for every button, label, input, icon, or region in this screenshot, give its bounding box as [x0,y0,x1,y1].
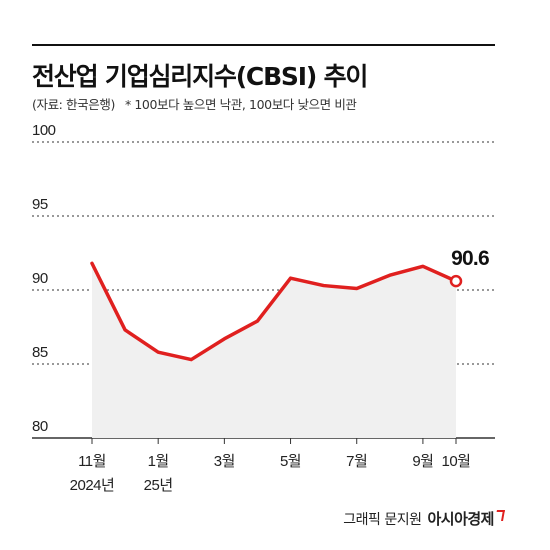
area-fill [92,263,456,438]
y-tick-label: 100 [32,122,56,139]
x-tick-label: 5월 [280,453,301,470]
note-label: * 100보다 높으면 낙관, 100보다 낮으면 비관 [124,97,357,112]
x-tick-label: 9월 [412,453,433,470]
area-layer [92,263,456,438]
brand-mark-icon [495,510,505,521]
line-layer [90,261,463,362]
x-tick-label: 11월 [78,453,106,470]
x-tick-label: 2024년 [70,477,115,494]
label-layer: 90.6 [451,247,490,270]
value-label: 90.6 [451,247,489,270]
series-line [90,261,458,362]
x-tick-label: 1월 [148,453,169,470]
chart-subtitle: (자료: 한국은행) * 100보다 높으면 낙관, 100보다 낮으면 비관 [32,94,357,113]
chart-title: 전산업 기업심리지수(CBSI) 추이 [32,62,368,91]
x-axis: 11월 2024년 1월 25년 3월 5월 7월 9월 10월 [70,438,471,494]
footer: 그래픽 문지원 아시아경제 [343,508,505,529]
x-tick-label: 3월 [214,453,235,470]
top-rule [32,44,495,46]
source-label: (자료: 한국은행) [32,97,115,112]
y-tick-label: 85 [32,344,48,361]
last-point-marker [449,274,463,288]
y-tick-label: 80 [32,418,48,435]
x-tick-label: 10월 [442,453,471,470]
x-tick-label: 7월 [346,453,367,470]
brand-logo: 아시아경제 [427,510,494,528]
x-tick-label: 25년 [144,477,173,494]
graphic-credit: 그래픽 문지원 [343,511,422,528]
y-tick-label: 90 [32,270,48,287]
y-tick-label: 95 [32,196,48,213]
